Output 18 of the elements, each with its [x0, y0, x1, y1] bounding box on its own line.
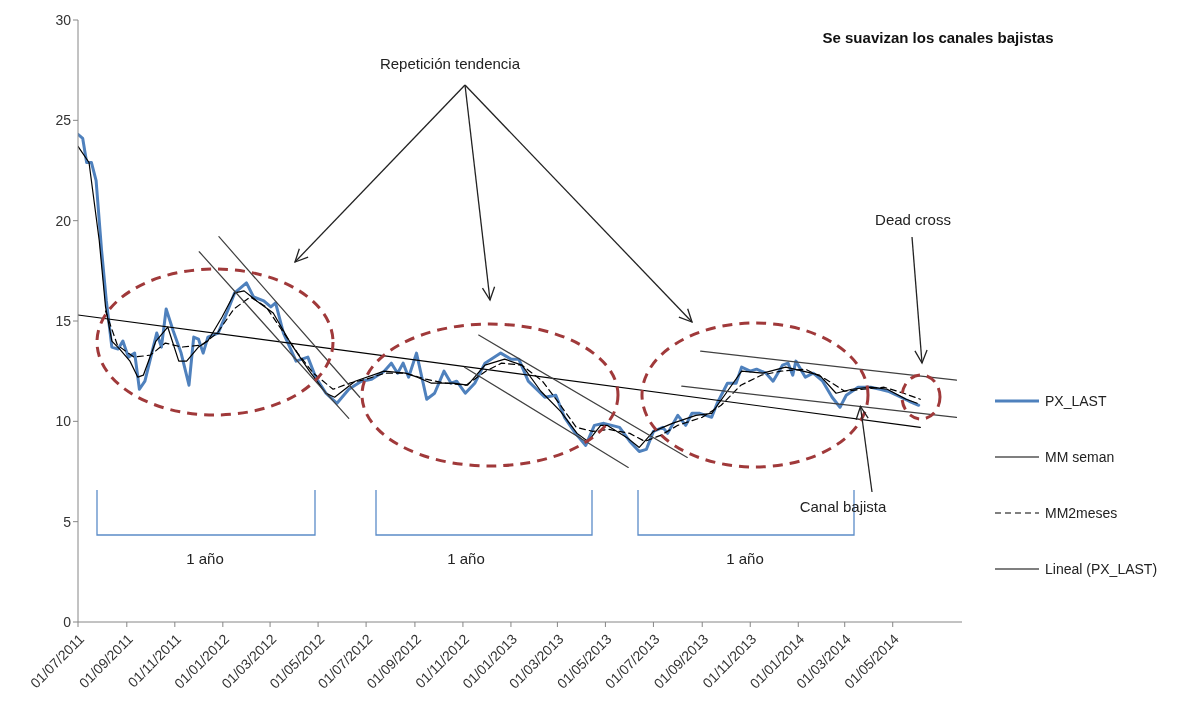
y-tick-label: 5: [63, 513, 72, 530]
y-tick-label: 25: [55, 112, 72, 129]
y-tick-label: 30: [55, 11, 72, 28]
annotation: Dead cross: [875, 210, 951, 228]
annotation: Repetición tendencia: [379, 54, 521, 72]
legend-label: Lineal (PX_LAST): [1045, 561, 1158, 577]
legend-label: PX_LAST: [1045, 393, 1107, 409]
annotation: Canal bajista: [799, 497, 887, 515]
y-tick-label: 0: [63, 613, 72, 630]
legend-label: MM seman: [1045, 449, 1115, 465]
annotation: 1 año: [447, 549, 485, 567]
text: Se suavizan los canales bajistas: [822, 28, 1054, 46]
y-tick-label: 15: [55, 312, 72, 329]
y-tick-label: 10: [55, 413, 72, 430]
annotation: 1 año: [726, 549, 764, 567]
y-tick-label: 20: [55, 212, 72, 229]
legend-label: MM2meses: [1045, 505, 1118, 521]
annotation: 1 año: [186, 549, 224, 567]
